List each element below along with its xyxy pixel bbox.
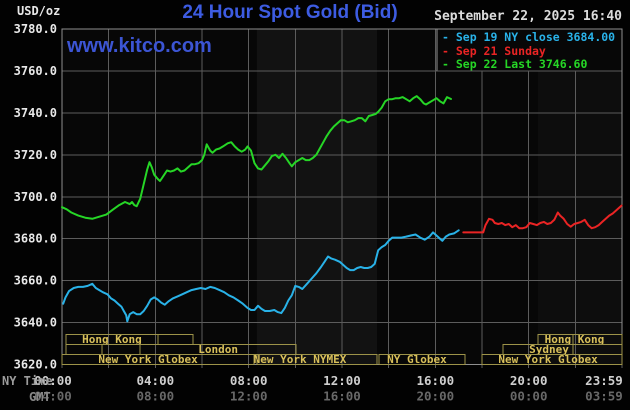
x-axis-ny-tick-label: 00:00 xyxy=(34,373,72,388)
legend-item-sep22: - Sep 22 Last 3746.60 xyxy=(442,57,588,72)
x-axis-caption-gmt: GMT xyxy=(29,390,51,404)
session-label: New York Globex xyxy=(498,353,598,366)
x-axis-gmt-tick-label: 03:59 xyxy=(585,389,623,404)
session-label: Sydney xyxy=(529,343,569,356)
x-axis-ny-tick-label: 23:59 xyxy=(585,373,623,388)
price-line-sep-19-ny-close xyxy=(62,229,460,323)
session-label: New York Globex xyxy=(98,353,198,366)
session-label: New York NYMEX xyxy=(254,353,347,366)
legend-panel xyxy=(437,29,622,71)
x-axis-gmt-tick-label: 08:00 xyxy=(137,389,175,404)
x-axis-ny-tick-label: 20:00 xyxy=(510,373,548,388)
y-axis-unit-label: USD/oz xyxy=(17,4,61,18)
y-axis-tick-label: 3660.0 xyxy=(14,274,57,288)
chart-datetime: September 22, 2025 16:40 xyxy=(434,9,622,24)
y-axis-tick-label: 3720.0 xyxy=(14,148,57,162)
session-box xyxy=(378,354,466,365)
session-box xyxy=(481,354,623,365)
page-title: 24 Hour Spot Gold (Bid) xyxy=(182,2,398,23)
x-axis-ny-tick-label: 08:00 xyxy=(230,373,268,388)
x-axis-gmt-tick-label: 04:00 xyxy=(34,389,72,404)
y-axis-tick-label: 3620.0 xyxy=(14,358,57,372)
x-axis-gmt-tick-label: 12:00 xyxy=(230,389,268,404)
x-axis-ny-tick-label: 04:00 xyxy=(137,373,175,388)
x-axis-gmt-tick-label: 20:00 xyxy=(417,389,455,404)
y-axis-tick-label: 3640.0 xyxy=(14,316,57,330)
x-axis-gmt-tick-label: 16:00 xyxy=(323,389,361,404)
x-axis-ny-tick-label: 12:00 xyxy=(323,373,361,388)
y-axis-tick-label: 3780.0 xyxy=(14,22,57,36)
legend-item-sep21: - Sep 21 Sunday xyxy=(442,43,546,58)
session-label: London xyxy=(198,343,238,356)
session-label: Hong Kong xyxy=(82,333,142,346)
x-axis-gmt-tick-label: 00:00 xyxy=(510,389,548,404)
session-box xyxy=(256,354,378,365)
x-axis-ny-tick-label: 16:00 xyxy=(417,373,455,388)
y-axis-tick-label: 3700.0 xyxy=(14,190,57,204)
y-axis-tick-label: 3740.0 xyxy=(14,106,57,120)
legend: - Sep 19 NY close 3684.00 - Sep 21 Sunda… xyxy=(442,30,622,71)
price-line-sep-21-sunday xyxy=(462,204,623,234)
x-axis-caption-ny-time: NY Time xyxy=(2,374,53,388)
legend-item-sep19: - Sep 19 NY close 3684.00 xyxy=(442,30,616,44)
price-line-sep-22-last xyxy=(61,95,452,220)
session-box xyxy=(61,354,255,365)
y-axis-tick-label: 3760.0 xyxy=(14,64,57,78)
y-axis-tick-label: 3680.0 xyxy=(14,232,57,246)
session-label: Hong Kong xyxy=(545,333,605,346)
kitco-watermark-link[interactable]: www.kitco.com xyxy=(67,35,212,57)
session-label: NY Globex xyxy=(387,353,447,366)
